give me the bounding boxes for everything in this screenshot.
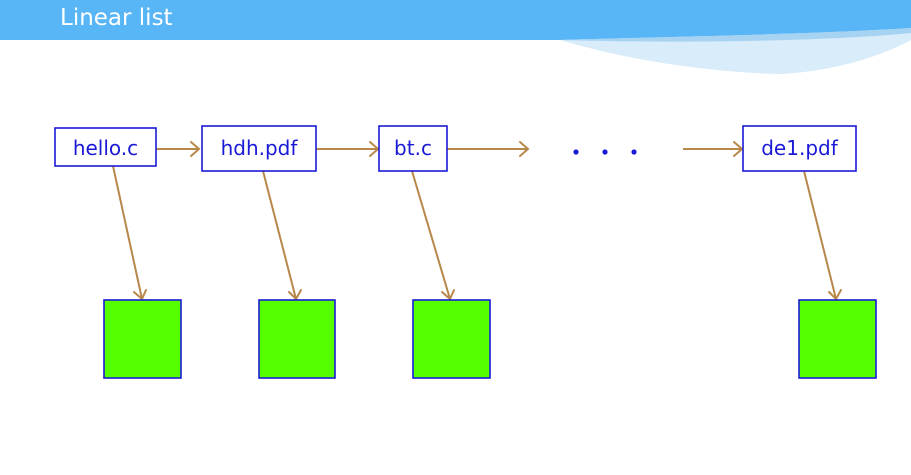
entry-node: hdh.pdf (201, 125, 317, 172)
entry-label: bt.c (394, 136, 432, 160)
header-swoosh-decoration (560, 28, 911, 74)
link-ellipsis-to-de1-head (733, 141, 744, 157)
pointer-hdh-head (288, 289, 302, 301)
entry-label: hdh.pdf (221, 136, 299, 160)
data-block (258, 299, 336, 379)
entry-node: bt.c (378, 125, 448, 172)
pointer-de1-head (828, 289, 842, 301)
link-bt-to-ellipsis-head (519, 141, 530, 157)
entry-node: hello.c (54, 127, 157, 167)
link-hdh-to-bt-head (369, 141, 380, 157)
ellipsis (573, 149, 637, 155)
data-block (412, 299, 491, 379)
data-block (798, 299, 877, 379)
data-block (103, 299, 182, 379)
slide-title: Linear list (60, 5, 173, 31)
pointer-hello (112, 165, 143, 300)
entry-label: hello.c (73, 136, 138, 160)
entry-label: de1.pdf (761, 136, 838, 160)
pointer-hello-head (133, 289, 147, 301)
link-hello-to-hdh-head (190, 141, 201, 157)
entry-box (201, 125, 317, 172)
entry-box (378, 125, 448, 172)
pointer-bt-head (441, 289, 455, 301)
entry-box (54, 127, 157, 167)
ellipsis-dot (631, 149, 637, 155)
entry-box (742, 125, 857, 172)
pointer-hdh (262, 170, 297, 300)
pointer-bt (411, 170, 451, 300)
header-band (0, 0, 911, 40)
pointer-de1 (803, 170, 837, 300)
ellipsis-dot (602, 149, 608, 155)
entry-node: de1.pdf (742, 125, 857, 172)
ellipsis-dot (573, 149, 579, 155)
